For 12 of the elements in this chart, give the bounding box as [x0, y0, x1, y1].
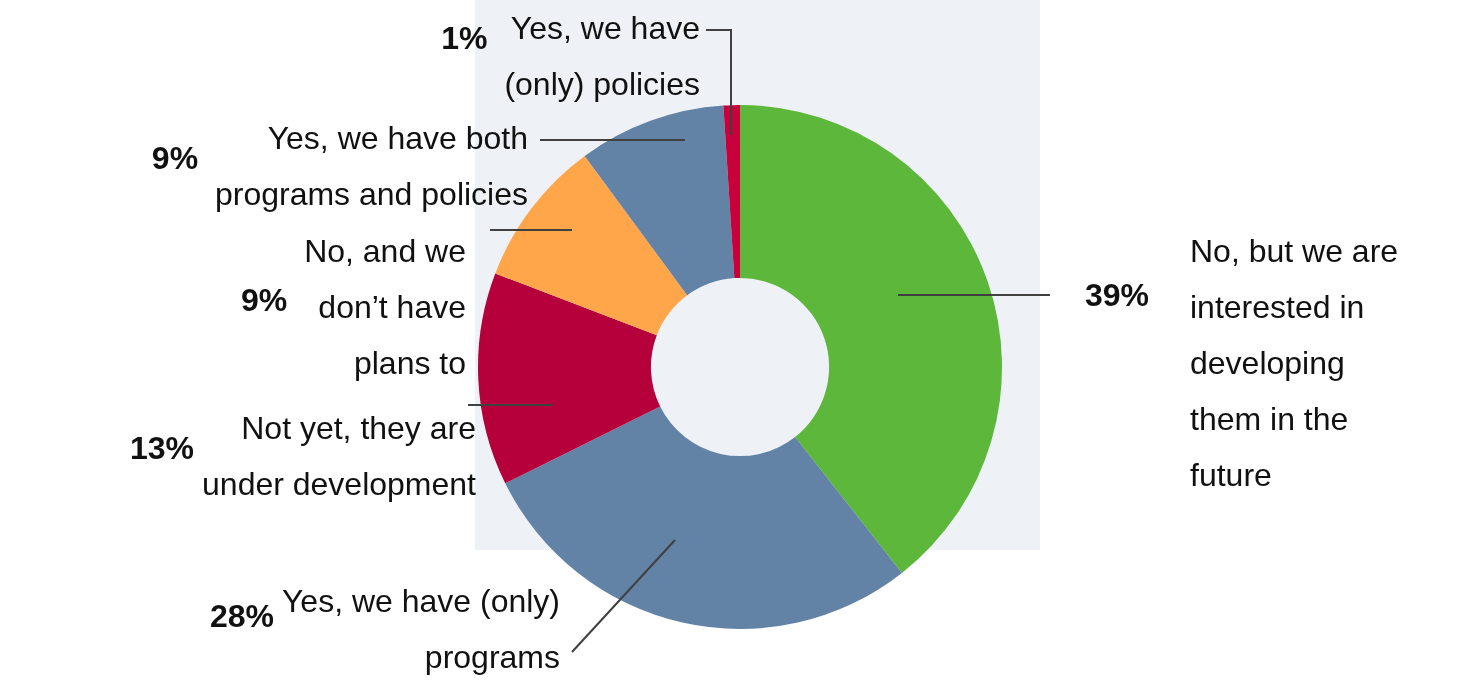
slice-label: Yes, we have both programs and policies: [214, 119, 528, 212]
data-label: 13%: [130, 429, 195, 466]
data-label: 39%: [1084, 276, 1150, 313]
data-label: 9%: [241, 281, 288, 318]
slice-label: No, and we don’t have plans to: [304, 232, 466, 381]
data-label: 28%: [209, 597, 274, 634]
slice-label: Yes, we have (only) policies: [504, 9, 700, 102]
slice-label: Not yet, they are under development: [202, 409, 477, 502]
slice-label: No, but we are interested in developing them in the future: [1190, 232, 1399, 493]
data-label: 1%: [441, 19, 488, 56]
slice-label: Yes, we have (only) programs: [281, 582, 560, 675]
data-label: 9%: [151, 139, 199, 176]
